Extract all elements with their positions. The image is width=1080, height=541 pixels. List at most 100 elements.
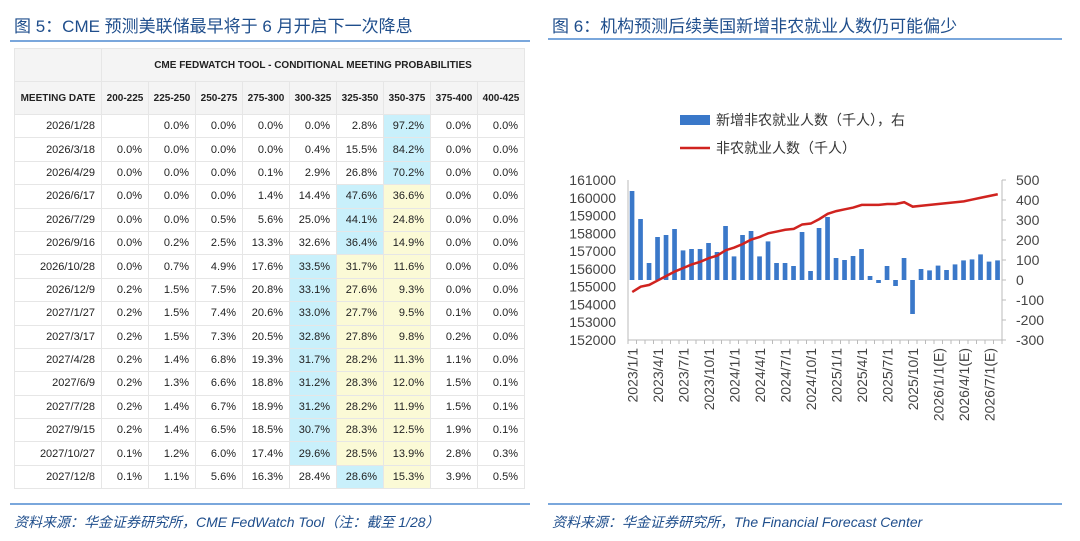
- probability-cell: 2.8%: [430, 441, 478, 466]
- probability-cell: 28.2%: [336, 394, 384, 420]
- x-tick-label: 2023/10/1: [701, 348, 717, 410]
- bar: [748, 231, 754, 280]
- bar: [663, 235, 669, 280]
- legend-line-label: 非农就业人数（千人）: [716, 140, 856, 156]
- probability-cell: 0.0%: [477, 160, 525, 186]
- bar: [731, 256, 737, 280]
- probability-cell: 0.5%: [477, 464, 525, 490]
- probability-cell: 0.1%: [101, 464, 149, 490]
- probability-cell: 15.5%: [336, 137, 384, 162]
- bar: [850, 256, 856, 280]
- probability-cell: 0.2%: [148, 230, 196, 256]
- bar: [944, 270, 949, 280]
- table-row: 2027/3/17 0.2% 1.5% 7.3% 20.5% 32.8% 27.8% 9.8%…: [14, 324, 525, 349]
- probability-cell: 7.5%: [195, 277, 243, 303]
- probability-cell: 0.0%: [477, 230, 525, 256]
- probability-cell: 1.3%: [148, 371, 196, 396]
- probability-cell: 29.6%: [289, 441, 337, 466]
- probability-cell: [101, 113, 149, 139]
- x-tick-label: 2025/10/1: [905, 348, 921, 410]
- probability-cell: 4.9%: [195, 254, 243, 279]
- probability-cell: 31.2%: [289, 371, 337, 396]
- bar: [697, 249, 703, 280]
- left-tick-label: 158000: [569, 225, 616, 241]
- table-row: 2027/6/9 0.2% 1.3% 6.6% 18.8% 31.2% 28.3% 12.0%…: [14, 371, 525, 396]
- probability-cell: 28.5%: [336, 441, 384, 466]
- probability-cell: 0.0%: [430, 230, 478, 256]
- probability-cell: 12.0%: [383, 371, 431, 396]
- probability-cell: 0.1%: [101, 441, 149, 466]
- probability-cell: 2.9%: [289, 160, 337, 186]
- probability-cell: 18.9%: [242, 394, 290, 420]
- probability-cell: 28.3%: [336, 371, 384, 396]
- x-tick-label: 2023/1/1: [624, 348, 640, 403]
- probability-cell: 0.0%: [477, 277, 525, 303]
- probability-cell: 33.0%: [289, 301, 337, 326]
- probability-cell: 36.4%: [336, 230, 384, 256]
- bar: [978, 254, 983, 280]
- bar: [680, 250, 686, 280]
- probability-cell: 6.0%: [195, 441, 243, 466]
- bar: [901, 258, 907, 280]
- right-tick-label: -300: [1016, 332, 1044, 348]
- probability-cell: 0.2%: [101, 347, 149, 373]
- probability-cell: 15.3%: [383, 464, 431, 490]
- bar: [706, 243, 711, 280]
- probability-cell: 31.7%: [336, 254, 384, 279]
- right-tick-label: -200: [1016, 312, 1044, 328]
- probability-cell: 44.1%: [336, 207, 384, 232]
- probability-cell: 0.5%: [195, 207, 243, 232]
- x-tick-label: 2025/7/1: [879, 348, 895, 403]
- bar: [646, 263, 652, 280]
- left-tick-label: 154000: [569, 296, 616, 312]
- employment-line: [631, 192, 999, 294]
- probability-cell: 6.6%: [195, 371, 243, 396]
- probability-cell: 31.2%: [289, 394, 337, 420]
- meeting-date-cell: 2026/4/29: [14, 160, 102, 186]
- bar: [986, 261, 992, 280]
- probability-cell: 32.8%: [289, 324, 337, 349]
- probability-cell: 18.8%: [242, 371, 290, 396]
- left-tick-label: 155000: [569, 279, 616, 295]
- meeting-date-cell: 2027/7/28: [14, 394, 102, 420]
- bar: [672, 229, 677, 280]
- right-tick-label: 500: [1016, 172, 1040, 188]
- probability-cell: 70.2%: [383, 160, 431, 186]
- left-tick-label: 160000: [569, 190, 616, 206]
- probability-cell: 0.0%: [242, 113, 290, 139]
- probability-cell: 20.8%: [242, 277, 290, 303]
- probability-cell: 1.2%: [148, 441, 196, 466]
- x-tick-label: 2024/4/1: [752, 348, 768, 403]
- probability-cell: 27.7%: [336, 301, 384, 326]
- meeting-date-cell: 2026/10/28: [14, 254, 102, 279]
- probability-cell: 0.0%: [430, 184, 478, 209]
- meeting-date-cell: 2026/6/17: [14, 184, 102, 209]
- bar: [816, 228, 822, 280]
- probability-cell: 0.0%: [430, 277, 478, 303]
- meeting-date-cell: 2026/3/18: [14, 137, 102, 162]
- probability-cell: 0.0%: [101, 254, 149, 279]
- title-divider: [548, 38, 1062, 40]
- bar: [638, 219, 643, 280]
- meeting-date-cell: 2026/1/28: [14, 113, 102, 139]
- column-header: 250-275: [195, 81, 243, 115]
- x-tick-label: 2023/4/1: [650, 348, 666, 403]
- probability-cell: 36.6%: [383, 184, 431, 209]
- probability-cell: 0.0%: [148, 160, 196, 186]
- probability-cell: 1.4%: [242, 184, 290, 209]
- figure-5-source: 资料来源：华金证券研究所，CME FedWatch Tool（注：截至 1/28…: [14, 514, 440, 530]
- table-row: 2026/4/29 0.0% 0.0% 0.0% 0.1% 2.9% 26.8% 70.2% 0…: [14, 160, 525, 186]
- probability-cell: 0.0%: [477, 207, 525, 232]
- column-header: 375-400: [430, 81, 478, 115]
- footer-divider: [10, 503, 530, 505]
- probability-cell: 17.6%: [242, 254, 290, 279]
- table-row: 2026/7/29 0.0% 0.0% 0.5% 5.6% 25.0% 44.1% 24.8%…: [14, 207, 525, 232]
- meeting-date-cell: 2027/12/8: [14, 464, 102, 490]
- probability-cell: 0.0%: [148, 207, 196, 232]
- probability-cell: 0.0%: [195, 160, 243, 186]
- table-row: 2026/10/28 0.0% 0.7% 4.9% 17.6% 33.5% 31.7% 11.…: [14, 254, 525, 279]
- table-row: 2026/1/28 0.0% 0.0% 0.0% 0.0% 2.8% 97.2% 0.0% 0.…: [14, 113, 525, 139]
- table-row: 2026/12/9 0.2% 1.5% 7.5% 20.8% 33.1% 27.6% 9.3%…: [14, 277, 525, 303]
- meeting-date-cell: 2027/6/9: [14, 371, 102, 396]
